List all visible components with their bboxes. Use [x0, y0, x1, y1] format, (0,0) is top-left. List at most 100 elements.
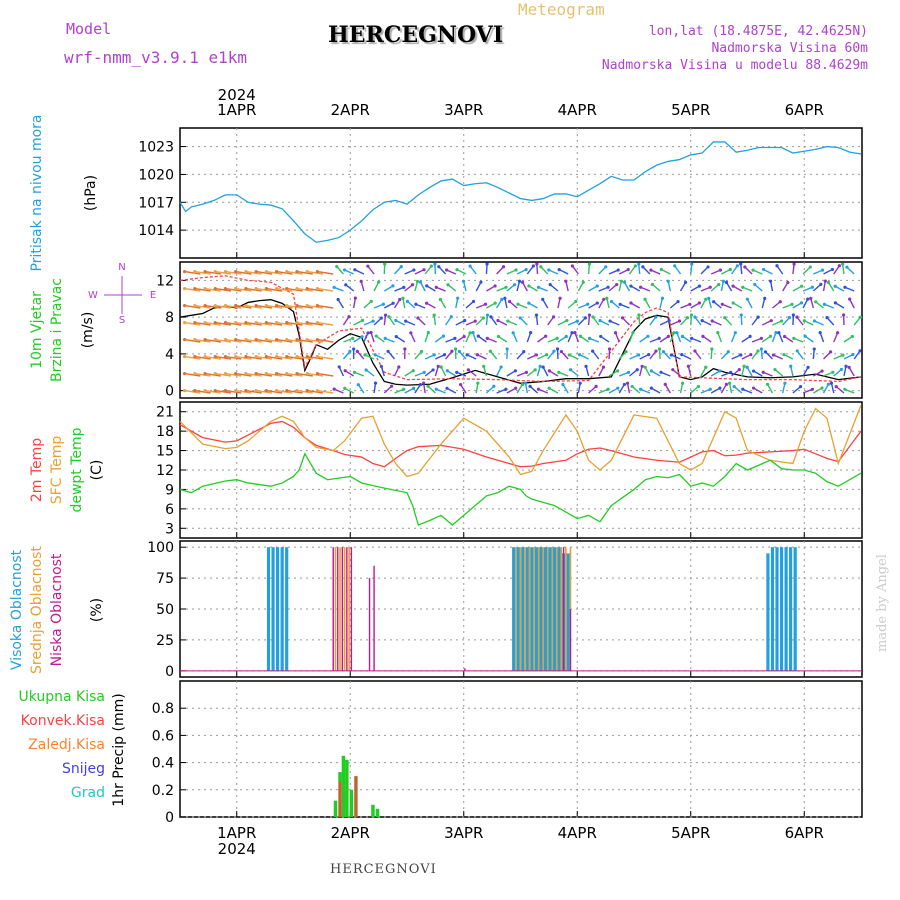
wind-arrow [570, 369, 579, 377]
wind-arrow [710, 348, 713, 360]
wind-arrow-head [434, 285, 438, 289]
wind-arrow-head [616, 268, 620, 272]
wind-arrow [235, 355, 252, 360]
wind-arrow [574, 332, 580, 343]
wind-arrow [235, 270, 252, 275]
wind-arrow-head [778, 300, 782, 304]
wind-arrow-head [441, 334, 446, 338]
station-title: HERCEGNOVI [328, 22, 504, 48]
wind-arrow [649, 316, 657, 326]
wind-arrow [672, 369, 681, 377]
wind-arrow [344, 370, 355, 377]
bar-niska-oblacnost [346, 547, 348, 671]
wind-arrow-head [453, 347, 458, 351]
wind-arrow-head [432, 313, 436, 317]
wind-arrow [557, 319, 568, 326]
bar-visoka-oblacnost [512, 547, 516, 671]
wind-arrow [600, 335, 610, 343]
wind-arrow-head [822, 302, 827, 306]
wind-arrow [642, 266, 651, 275]
wind-arrow [266, 304, 283, 309]
wind-arrow [724, 317, 733, 326]
wind-arrow [588, 302, 598, 309]
y-tick-label: 0.4 [152, 756, 174, 772]
wind-arrow-head [274, 321, 279, 325]
wind-arrow [276, 270, 293, 275]
wind-arrow [810, 298, 815, 309]
wind-arrow [782, 383, 786, 394]
wind-arrow-head [534, 353, 539, 357]
wind-arrow-head [759, 347, 764, 351]
wind-arrow [439, 299, 447, 309]
bar-srednja-oblacnost [551, 547, 554, 671]
wind-arrow [395, 319, 406, 326]
wind-arrow-head [274, 389, 279, 393]
y-tick-label: 75 [156, 571, 174, 587]
wind-arrow [433, 314, 437, 326]
wind-arrow [731, 354, 742, 360]
compass-e: E [150, 290, 156, 301]
wind-arrow-head [557, 268, 561, 272]
wind-arrow-head [351, 336, 355, 340]
wind-arrow-head [234, 372, 238, 376]
wind-arrow [286, 355, 303, 360]
wind-arrow-head [834, 385, 838, 389]
wind-arrow [383, 385, 393, 394]
wind-arrow-head [485, 336, 489, 340]
wind-arrow-head [500, 297, 504, 301]
wind-arrow-head [660, 296, 664, 300]
wind-arrow-head [745, 365, 749, 369]
wind-arrow-head [726, 350, 730, 354]
wind-arrow [256, 355, 273, 360]
wind-arrow-head [183, 321, 187, 325]
wind-arrow [204, 355, 221, 360]
wind-arrow-head [305, 287, 309, 291]
wind-arrow [792, 386, 802, 394]
wind-arrow-head [295, 321, 299, 325]
wind-arrow-head [234, 338, 238, 342]
wind-arrow-head [234, 287, 238, 291]
wind-arrow [235, 372, 252, 377]
wind-arrow [512, 332, 518, 343]
wind-arrow-head [504, 285, 508, 289]
wind-arrow [344, 387, 354, 394]
wind-arrow [194, 355, 211, 360]
wind-arrow [669, 301, 679, 309]
bar-visoka-oblacnost [539, 547, 543, 671]
wind-arrow-head [761, 267, 766, 272]
wind-arrow-head [254, 338, 258, 342]
wind-arrow-head [379, 316, 383, 320]
wind-arrow [694, 316, 702, 326]
wind-arrow [465, 320, 476, 326]
wind-arrow-head [739, 262, 743, 266]
wind-arrow-head [574, 299, 578, 304]
wind-arrow-head [234, 304, 238, 308]
wind-arrow-head [183, 372, 187, 376]
wind-arrow-head [295, 338, 299, 342]
wind-arrow [215, 372, 232, 377]
wind-arrow-head [485, 262, 489, 266]
wind-arrow-head [527, 301, 531, 305]
wind-arrow-head [463, 318, 467, 323]
wind-arrow-head [689, 313, 694, 317]
wind-arrow [486, 285, 496, 292]
wind-arrow [296, 355, 313, 360]
wind-arrow [517, 303, 528, 309]
wind-arrow [414, 384, 421, 394]
wind-arrow-head [527, 284, 531, 288]
wind-arrow [618, 371, 629, 377]
y-tick-label: 1023 [138, 140, 174, 156]
wind-arrow-head [712, 300, 716, 304]
wind-arrow [592, 316, 600, 326]
wind-arrow-head [693, 315, 697, 319]
bar-ukupna-kisa [345, 759, 349, 817]
series-speed [179, 299, 862, 386]
wind-arrow-head [409, 331, 413, 335]
wind-arrow-head [825, 316, 829, 320]
y-tick-label: 0.2 [152, 783, 174, 799]
wind-arrow-head [359, 279, 363, 283]
wind-arrow [682, 335, 692, 343]
wind-arrow [771, 332, 777, 343]
wind-arrow-head [305, 338, 309, 342]
